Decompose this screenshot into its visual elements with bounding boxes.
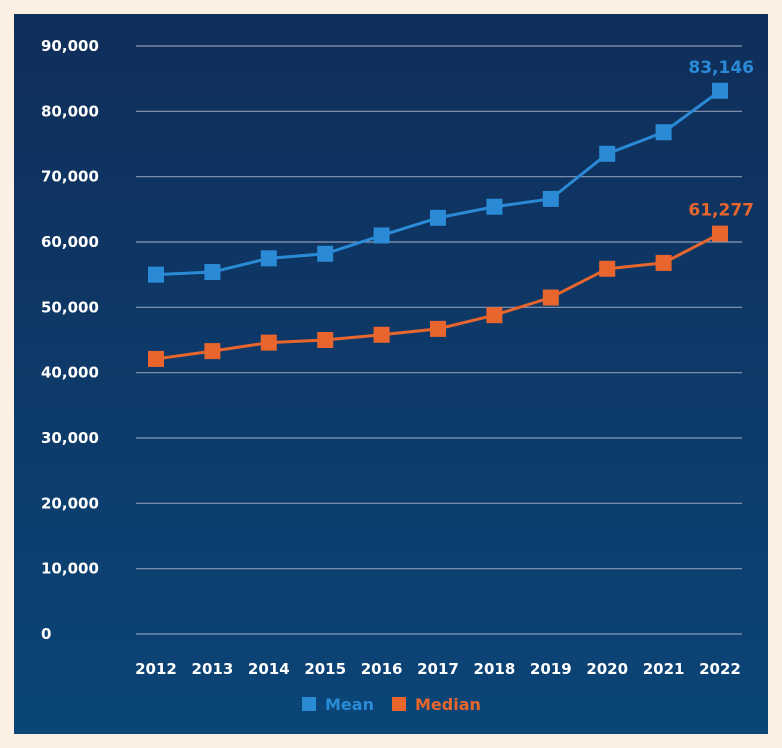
y-tick-label: 80,000	[41, 102, 99, 120]
y-tick-label: 40,000	[41, 364, 99, 382]
data-point-median	[655, 254, 672, 271]
series-lines	[148, 82, 728, 367]
y-tick-label: 20,000	[41, 494, 99, 512]
line-chart: 0 10,000 20,000 30,000 40,000 50,000 60,000 70,…	[41, 37, 754, 714]
y-tick-label: 30,000	[41, 429, 99, 447]
data-point-mean	[542, 190, 559, 207]
legend-label-median: Median	[415, 695, 481, 714]
x-tick-label: 2022	[699, 660, 741, 678]
x-tick-label: 2021	[643, 660, 685, 678]
x-tick-label: 2019	[530, 660, 572, 678]
y-tick-label: 70,000	[41, 168, 99, 186]
series-line-mean	[155, 89, 721, 277]
y-tick-label: 60,000	[41, 233, 99, 251]
data-point-median	[148, 350, 164, 367]
data-point-mean	[373, 227, 390, 244]
x-tick-label: 2017	[417, 660, 459, 678]
data-point-median	[486, 307, 503, 324]
legend-swatch-median	[392, 697, 406, 711]
data-point-mean	[317, 245, 334, 262]
x-tick-label: 2014	[248, 660, 290, 678]
data-point-median	[317, 332, 334, 348]
x-tick-label: 2015	[304, 660, 346, 678]
data-point-mean	[712, 82, 728, 99]
data-point-median	[430, 320, 446, 337]
data-point-median	[712, 225, 728, 242]
data-point-mean	[486, 198, 503, 215]
data-point-mean	[148, 266, 164, 283]
data-point-median	[260, 334, 277, 351]
y-tick-label: 50,000	[41, 298, 99, 316]
x-tick-label: 2016	[361, 660, 403, 678]
data-point-mean	[599, 145, 616, 162]
data-point-median	[204, 343, 221, 360]
legend-label-mean: Mean	[325, 695, 374, 714]
x-tick-label: 2018	[474, 660, 516, 678]
chart-panel: 0 10,000 20,000 30,000 40,000 50,000 60,000 70,…	[14, 14, 768, 734]
data-point-median	[599, 260, 616, 277]
series-line-median	[155, 232, 721, 361]
y-axis-ticks: 0 10,000 20,000 30,000 40,000 50,000 60,000 70,…	[41, 37, 99, 643]
x-tick-label: 2013	[192, 660, 234, 678]
grid-lines	[136, 45, 742, 635]
end-label-median: 61,277	[688, 201, 754, 221]
y-tick-label: 10,000	[41, 560, 99, 578]
legend: Mean Median	[302, 695, 481, 714]
data-point-mean	[430, 209, 446, 226]
x-tick-label: 2012	[135, 660, 177, 678]
data-point-mean	[655, 124, 672, 141]
y-tick-label: 0	[41, 625, 51, 643]
data-point-median	[373, 326, 390, 343]
data-point-median	[542, 289, 559, 306]
end-label-mean: 83,146	[688, 58, 754, 78]
data-point-mean	[260, 250, 277, 267]
legend-swatch-mean	[302, 697, 316, 711]
x-tick-label: 2020	[586, 660, 628, 678]
data-point-mean	[204, 264, 221, 281]
end-labels: 83,146 61,277	[688, 58, 754, 221]
y-tick-label: 90,000	[41, 37, 99, 55]
x-axis-ticks: 2012 2013 2014 2015 2016 2017 2018 2019 2020 2021…	[135, 660, 741, 678]
